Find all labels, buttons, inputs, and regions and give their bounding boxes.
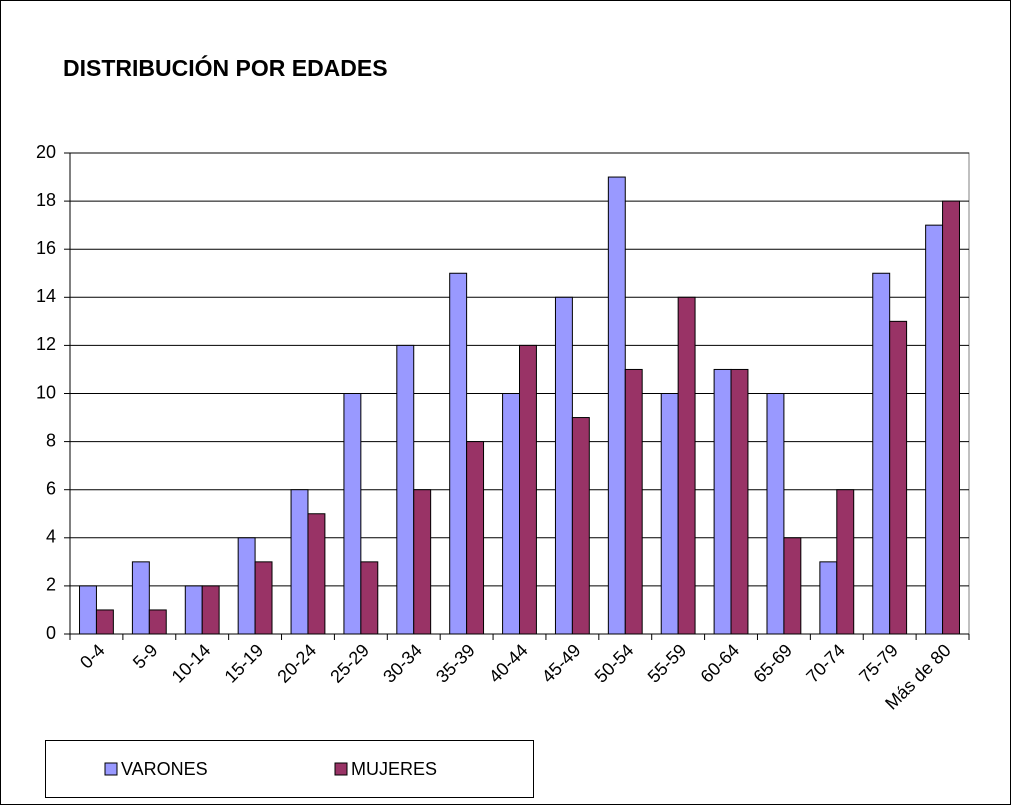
legend-box	[45, 740, 534, 798]
bar	[730, 368, 749, 635]
bar	[360, 561, 379, 635]
y-tick-label: 6	[46, 478, 56, 498]
bar	[184, 585, 203, 635]
bar	[307, 513, 326, 635]
bar	[677, 296, 696, 635]
bar	[413, 489, 432, 635]
bar	[502, 393, 520, 635]
bar	[925, 224, 944, 635]
bar	[466, 441, 485, 635]
y-tick-label: 18	[36, 190, 56, 210]
bar	[343, 393, 362, 635]
bar	[836, 489, 855, 635]
bar	[519, 344, 537, 635]
bar	[201, 585, 220, 635]
y-tick-label: 0	[46, 623, 56, 643]
y-tick-label: 10	[36, 382, 56, 402]
bar	[554, 296, 573, 635]
y-tick-label: 14	[36, 286, 56, 306]
bar	[713, 368, 732, 635]
bar	[237, 537, 256, 635]
bar	[607, 176, 626, 635]
y-tick-label: 8	[46, 430, 56, 450]
bar	[819, 561, 838, 635]
bar	[396, 344, 415, 635]
legend-label: MUJERES	[351, 759, 437, 779]
y-tick-label: 16	[36, 238, 56, 258]
legend-swatch	[104, 762, 118, 776]
y-tick-label: 4	[46, 527, 56, 547]
bar	[79, 585, 97, 635]
y-tick-label: 2	[46, 575, 56, 595]
bar	[872, 272, 891, 635]
y-tick-label: 12	[36, 334, 56, 354]
bar	[889, 320, 908, 635]
chart-title: DISTRIBUCIÓN POR EDADES	[63, 54, 388, 81]
bar	[571, 417, 590, 635]
bar	[254, 561, 273, 635]
bar	[624, 368, 643, 635]
bar	[766, 393, 785, 635]
bar	[290, 489, 309, 635]
bar	[131, 561, 150, 635]
bar	[449, 272, 468, 635]
bar	[148, 609, 167, 635]
legend-swatch	[334, 762, 348, 776]
bar	[95, 609, 114, 635]
y-tick-label: 20	[36, 142, 56, 162]
bar	[942, 200, 960, 635]
legend-label: VARONES	[121, 759, 208, 779]
bar	[783, 537, 802, 635]
bar	[660, 393, 679, 635]
